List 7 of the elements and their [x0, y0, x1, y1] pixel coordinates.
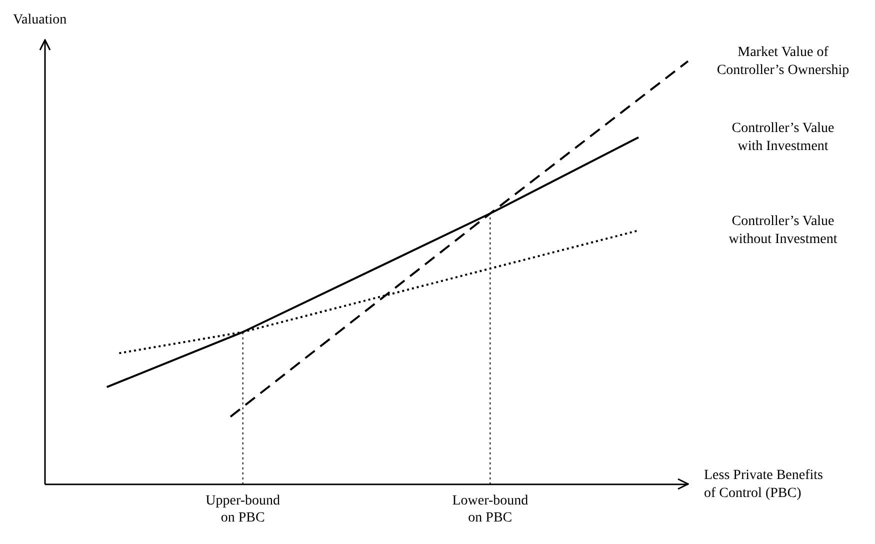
text: Controller’s Value without Investment [728, 214, 838, 248]
y-axis-title: Valuation [13, 12, 67, 28]
text: Controller’s Value with Investment [732, 121, 834, 154]
text: Market Value of Controller’s Ownership [716, 44, 850, 78]
x-tick-label: Upper-bound on PBC [206, 493, 280, 526]
x-axis-title: Less Private Benefits of Control (PBC) [704, 468, 823, 502]
x-tick-label: Lower-bound on PBC [452, 493, 528, 526]
